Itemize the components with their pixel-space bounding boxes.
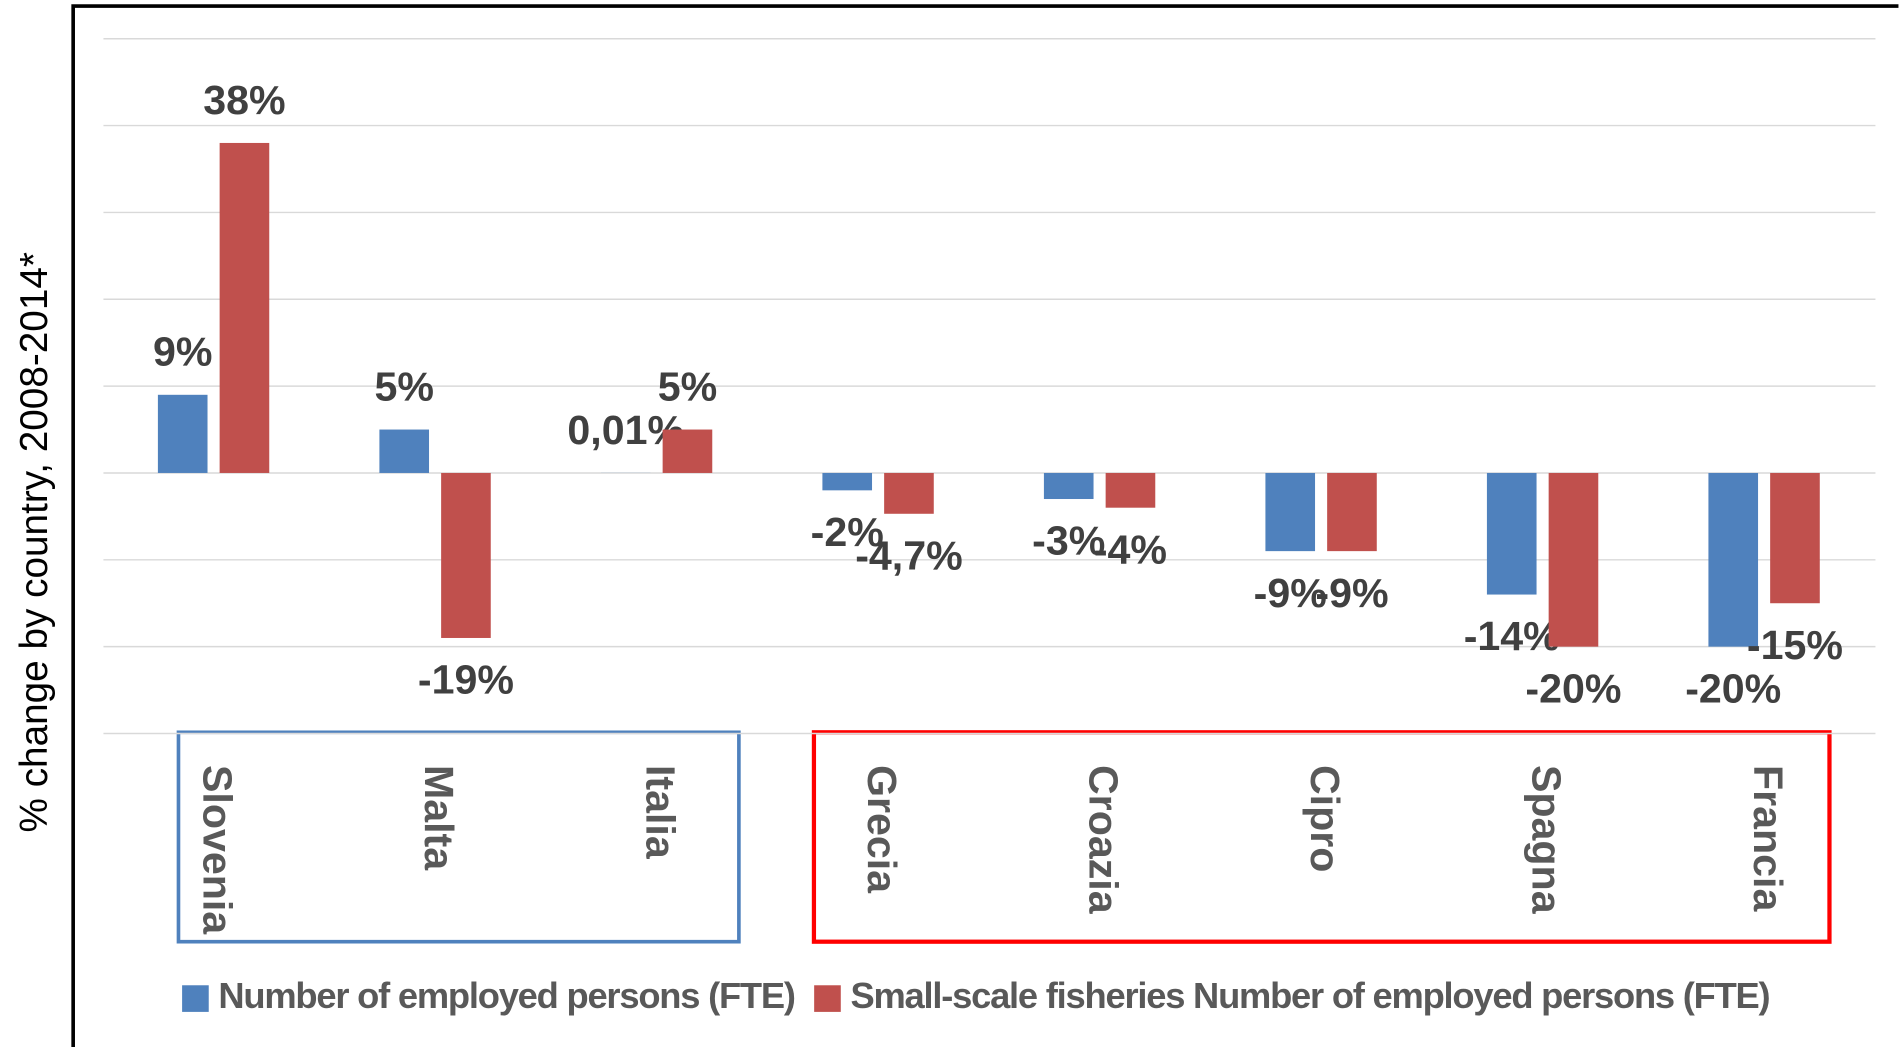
x-tick-label: Slovenia [194, 765, 240, 935]
legend-swatch [182, 985, 209, 1012]
data-label: -20% [1685, 665, 1781, 711]
x-tick-label: Italia [637, 765, 683, 860]
x-tick-label: Spagna [1523, 765, 1569, 915]
data-label: -19% [418, 657, 514, 703]
data-label: -20% [1525, 665, 1621, 711]
bar [219, 142, 270, 473]
frame [71, 4, 1899, 1047]
x-tick-label: Cipro [1302, 765, 1348, 872]
data-label: 5% [374, 363, 433, 409]
legend-label: Number of employed persons (FTE) [218, 975, 794, 1016]
bar [1708, 472, 1759, 647]
bar [1548, 472, 1599, 647]
bar [379, 429, 430, 473]
group-box-blue [176, 730, 741, 944]
data-label: -14% [1464, 613, 1560, 659]
data-label: -3% [1032, 518, 1105, 564]
bar [1043, 472, 1094, 500]
bar [1327, 472, 1377, 552]
bar [662, 429, 713, 473]
bar [1105, 472, 1156, 508]
data-label: -4% [1094, 526, 1167, 572]
data-label: -9% [1254, 570, 1327, 616]
x-tick-label: Malta [416, 765, 462, 871]
group-box-red [811, 730, 1832, 944]
data-label: 9% [153, 329, 212, 375]
data-label: 5% [658, 363, 717, 409]
y-axis-label: % change by country, 2008-2014* [13, 252, 56, 832]
bar [1770, 472, 1820, 604]
bar [157, 394, 208, 473]
data-label: -4,7% [855, 532, 962, 578]
legend-swatch [814, 985, 841, 1012]
x-tick-label: Croazia [1080, 765, 1126, 915]
data-label: 38% [203, 77, 285, 123]
x-tick-label: Francia [1745, 765, 1791, 912]
bar [1486, 472, 1537, 595]
data-label: -9% [1315, 570, 1388, 616]
legend-label: Small-scale fisheries Number of employed… [850, 975, 1769, 1016]
data-label: -2% [811, 509, 884, 555]
data-label: -15% [1747, 622, 1843, 668]
bar [1265, 472, 1316, 552]
bar [884, 472, 934, 514]
x-tick-label: Grecia [859, 765, 905, 894]
bar [441, 472, 491, 638]
bar [822, 472, 873, 491]
